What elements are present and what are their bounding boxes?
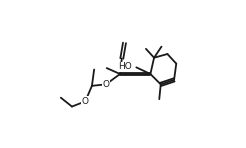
Text: HO: HO <box>118 62 132 71</box>
Text: O: O <box>103 80 109 89</box>
Text: O: O <box>82 97 89 106</box>
